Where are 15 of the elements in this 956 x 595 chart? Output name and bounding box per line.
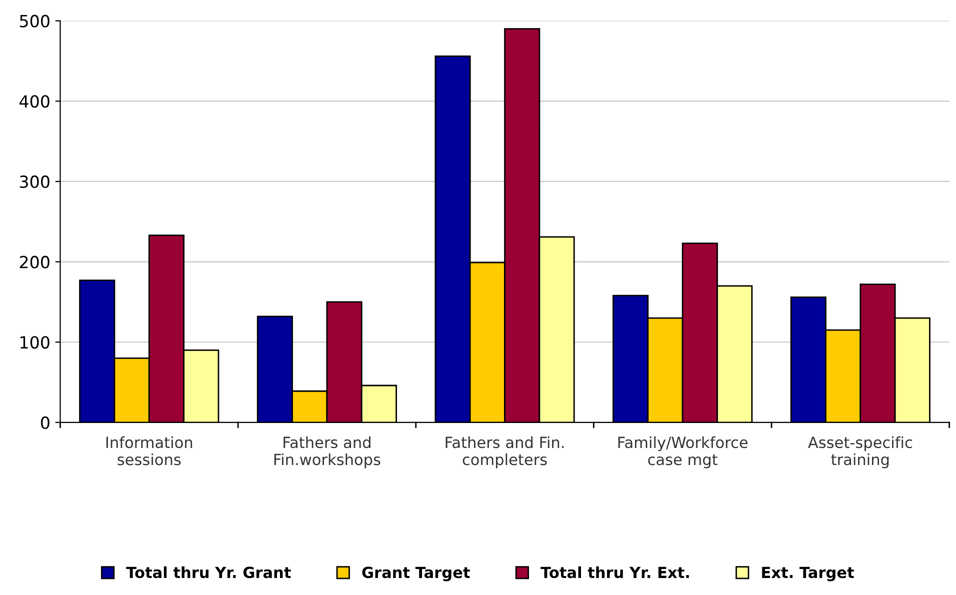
x-tick-label: Asset-specific training: [808, 436, 912, 468]
y-tick-label: 300: [20, 175, 50, 188]
y-tick-label: 200: [20, 256, 50, 268]
y-tick-label: 100: [20, 336, 50, 349]
legend-label: Ext. Target: [762, 566, 854, 582]
legend-label: Total thru Yr. Ext.: [540, 566, 689, 578]
legend-label: Grant Target: [362, 566, 470, 582]
x-tick-label: Family/Workforce case mgt: [618, 436, 748, 468]
y-tick-label: 500: [20, 14, 50, 28]
x-tick-label: Information sessions: [106, 436, 192, 466]
y-tick-label: 400: [20, 95, 50, 108]
x-tick-label: Fathers and Fin.workshops: [274, 436, 380, 468]
y-tick-label: 0: [41, 416, 50, 430]
x-tick-label: Fathers and Fin. completers: [446, 436, 564, 468]
legend-label: Total thru Yr. Grant: [126, 566, 291, 578]
